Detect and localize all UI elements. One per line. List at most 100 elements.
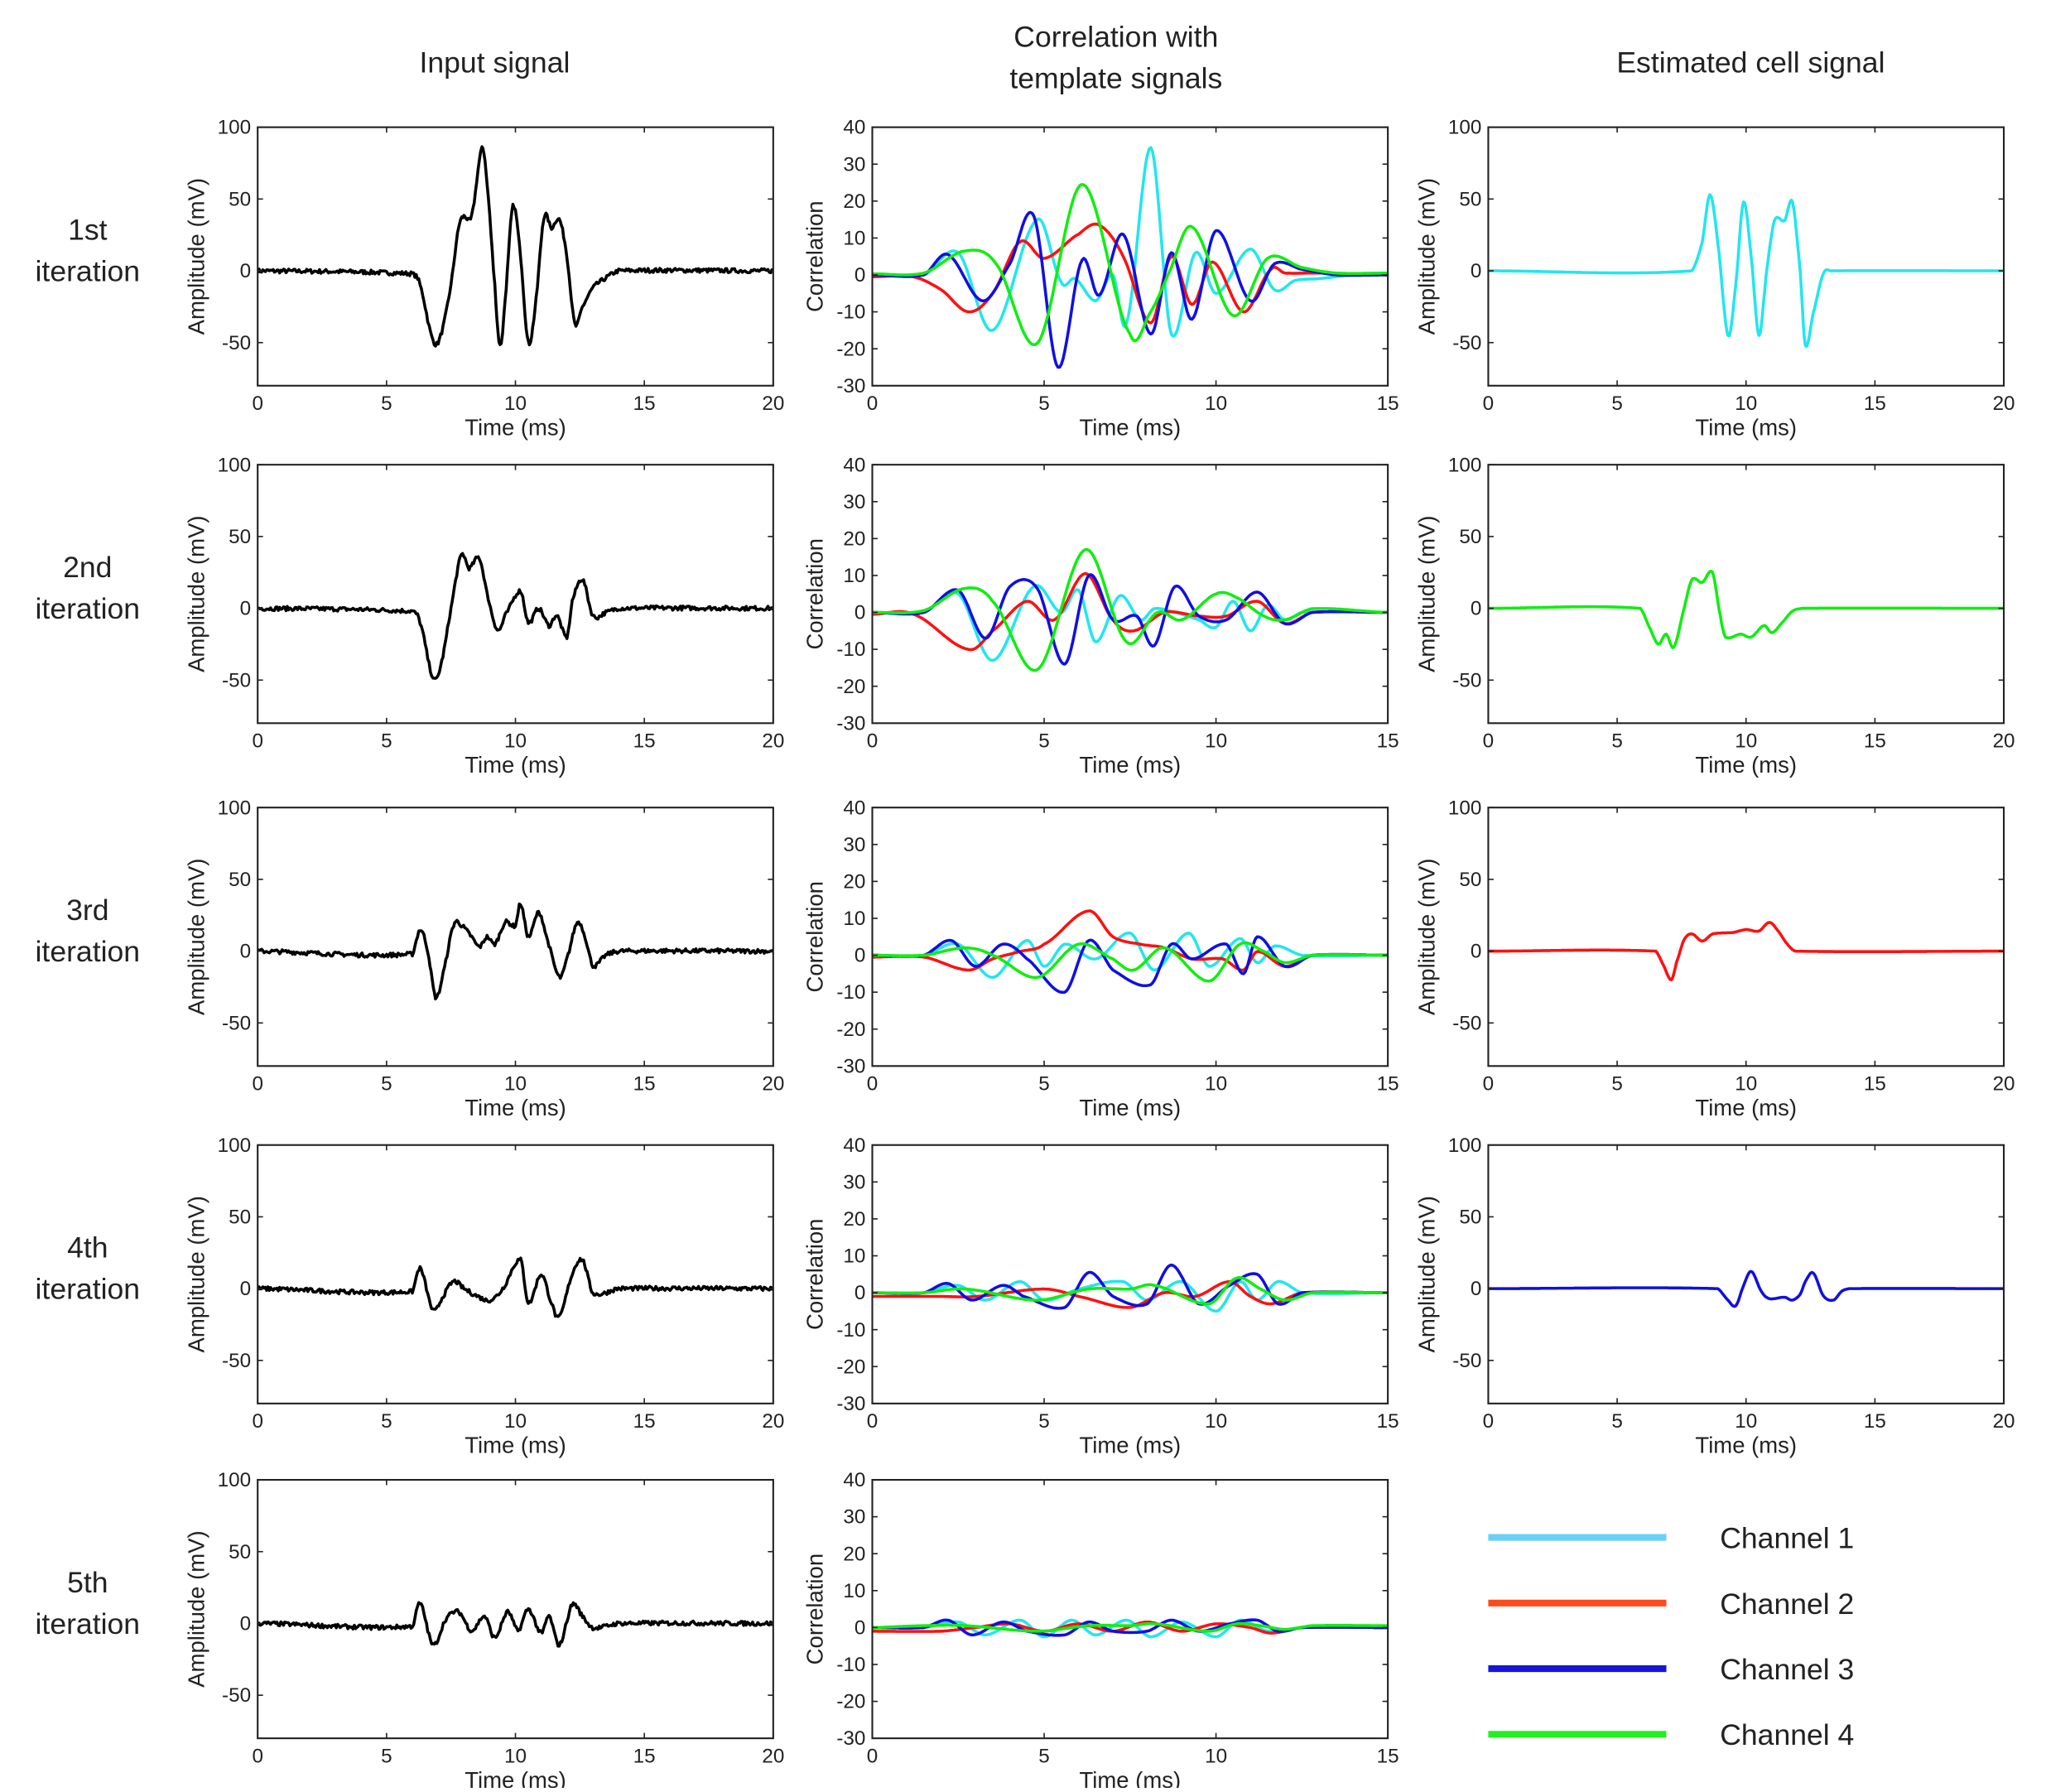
plot-area	[258, 145, 773, 348]
y-tick-label: 30	[843, 834, 865, 856]
x-tick-label: 0	[1483, 1072, 1495, 1095]
input-signal-line	[258, 1601, 773, 1648]
x-tick-label: 15	[1377, 1072, 1399, 1095]
input-panel-1: 0 5 10 15 20 -50 0 50 100 Time (ms) Amplitude (mV)	[184, 117, 785, 441]
plot-area	[1488, 193, 2005, 349]
x-axis-label: Time (ms)	[1080, 1095, 1182, 1120]
y-tick-label: 0	[240, 1278, 252, 1300]
y-axis-label: Correlation	[802, 538, 828, 649]
axes-frame	[1487, 807, 2005, 1067]
correlation-line-ch4	[872, 941, 1389, 983]
y-tick-label: -30	[836, 375, 865, 397]
y-tick-label: 50	[229, 188, 251, 210]
x-tick-label: 0	[867, 1745, 879, 1767]
x-tick-label: 5	[381, 730, 392, 752]
y-tick-label: -50	[1452, 669, 1481, 691]
x-tick-label: 10	[1735, 393, 1757, 415]
plot-area	[872, 1263, 1389, 1313]
y-tick-label: -50	[222, 669, 251, 691]
y-tick-label: 0	[854, 602, 866, 624]
column-title-input: Input signal	[419, 46, 570, 79]
x-axis-label: Time (ms)	[465, 415, 566, 441]
x-tick-label: 10	[1205, 1072, 1227, 1095]
y-tick-label: 100	[1448, 797, 1481, 819]
correlation-line-ch4	[872, 1621, 1389, 1633]
axes-frame	[1487, 1144, 2005, 1404]
correlation-line-ch1	[872, 146, 1389, 338]
row-label-4: 4th	[67, 1231, 108, 1265]
input-signal-line	[258, 552, 773, 680]
row-label-1: 1st	[68, 213, 108, 246]
x-tick-label: 15	[633, 1745, 656, 1767]
y-tick-label: -30	[836, 1727, 865, 1750]
x-tick-label: 5	[1611, 1072, 1623, 1095]
x-tick-label: 10	[1735, 730, 1757, 752]
correlation-panel-5: 0 5 10 15 -30 -20 -10 0 10 20 30 40 Time (ms) Correla…	[802, 1469, 1399, 1792]
x-tick-label: 10	[1205, 730, 1227, 752]
x-axis-label: Time (ms)	[1695, 1433, 1797, 1458]
y-tick-label: -20	[836, 338, 865, 360]
x-tick-label: 5	[381, 1410, 392, 1433]
x-tick-label: 10	[1205, 1745, 1227, 1767]
x-axis-label: Time (ms)	[1695, 415, 1797, 441]
x-tick-label: 0	[1483, 730, 1495, 752]
y-tick-label: -20	[836, 676, 865, 698]
y-tick-label: 50	[229, 1207, 251, 1229]
estimated-panel-3: 0 5 10 15 20 -50 0 50 100 Time (ms) Amplitude (mV)	[1414, 797, 2015, 1120]
y-axis-label: Amplitude (mV)	[184, 1196, 209, 1352]
y-tick-label: -30	[836, 1055, 865, 1077]
input-panel-2: 0 5 10 15 20 -50 0 50 100 Time (ms) Amplitude (mV)	[184, 454, 785, 778]
legend-label-2: Channel 2	[1720, 1587, 1854, 1621]
estimated-signal-line	[1488, 569, 2005, 649]
x-tick-label: 15	[633, 1072, 656, 1095]
y-tick-label: -50	[222, 1684, 251, 1707]
x-axis-label: Time (ms)	[1080, 1767, 1182, 1788]
row-label-2: 2nd	[63, 551, 112, 584]
y-axis-label: Amplitude (mV)	[1414, 178, 1440, 335]
axes-frame	[871, 807, 1389, 1067]
x-tick-label: 0	[867, 1072, 879, 1095]
y-tick-label: 40	[843, 454, 865, 476]
x-tick-label: 10	[504, 1072, 527, 1095]
x-tick-label: 5	[1038, 1072, 1049, 1095]
y-tick-label: -50	[1452, 1350, 1481, 1372]
plot-area	[872, 146, 1389, 369]
x-tick-label: 5	[1038, 1410, 1049, 1433]
x-tick-label: 0	[252, 1410, 263, 1433]
x-tick-label: 5	[1038, 1745, 1049, 1767]
y-tick-label: 100	[218, 1469, 251, 1491]
y-tick-label: 20	[843, 527, 865, 550]
y-tick-label: -10	[836, 1654, 865, 1676]
y-tick-label: 40	[843, 117, 865, 139]
x-tick-label: 10	[1735, 1072, 1757, 1095]
y-tick-label: -50	[1452, 1012, 1481, 1034]
y-axis-label: Amplitude (mV)	[1414, 1196, 1440, 1352]
y-tick-label: -10	[836, 638, 865, 661]
y-axis-label: Amplitude (mV)	[184, 859, 209, 1015]
y-tick-label: 100	[1448, 117, 1481, 139]
y-tick-label: 0	[240, 260, 252, 282]
x-tick-label: 20	[1993, 1410, 2015, 1433]
x-tick-label: 10	[1205, 1410, 1227, 1433]
y-tick-label: 10	[843, 1245, 865, 1268]
input-panel-4: 0 5 10 15 20 -50 0 50 100 Time (ms) Amplitude (mV)	[184, 1134, 785, 1458]
y-tick-label: 0	[240, 598, 252, 620]
y-tick-label: 50	[1459, 1207, 1481, 1229]
x-axis-label: Time (ms)	[465, 1433, 566, 1458]
row-label-3: 3rd	[66, 894, 108, 927]
y-tick-label: 0	[1471, 598, 1482, 620]
axes-frame	[1487, 126, 2005, 387]
y-axis-label: Amplitude (mV)	[1414, 859, 1440, 1015]
y-tick-label: 50	[1459, 869, 1481, 891]
y-tick-label: 0	[1471, 1278, 1482, 1300]
estimated-panel-4: 0 5 10 15 20 -50 0 50 100 Time (ms) Amplitude (mV)	[1414, 1134, 2015, 1458]
legend-label-1: Channel 1	[1720, 1522, 1854, 1555]
y-axis-label: Amplitude (mV)	[1414, 516, 1440, 672]
y-tick-label: 30	[843, 153, 865, 176]
y-tick-label: 10	[843, 227, 865, 249]
y-tick-label: -50	[222, 1350, 251, 1372]
y-tick-label: 100	[218, 1134, 251, 1157]
row-label-5: 5th	[67, 1566, 108, 1599]
x-tick-label: 10	[1205, 393, 1227, 415]
